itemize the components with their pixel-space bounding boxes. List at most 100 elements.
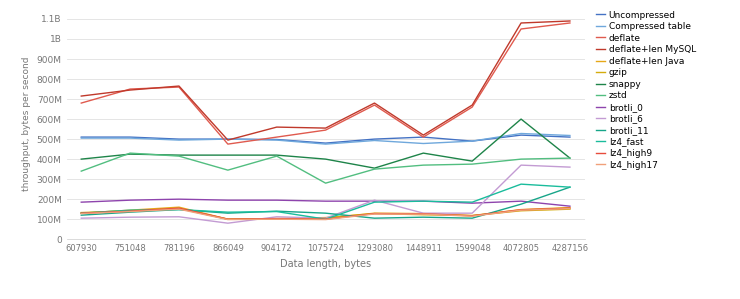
- Uncompressed: [517, 133, 525, 137]
- gzip: [517, 209, 525, 213]
- brotli_11: [419, 215, 428, 219]
- deflate: [126, 87, 135, 91]
- Compressed table: [565, 134, 574, 137]
- brotli_6: [175, 215, 184, 219]
- deflate+len MySQL: [126, 88, 135, 92]
- Line: snappy: snappy: [81, 119, 570, 168]
- brotli_6: [223, 221, 232, 225]
- gzip: [77, 211, 86, 214]
- lz4_fast: [321, 217, 330, 221]
- deflate+len MySQL: [370, 101, 379, 105]
- brotli_0: [223, 198, 232, 202]
- gzip: [223, 217, 232, 221]
- Line: gzip: gzip: [81, 209, 570, 219]
- gzip: [272, 217, 281, 220]
- lz4_high9: [419, 212, 428, 216]
- deflate+len Java: [565, 206, 574, 209]
- brotli_6: [468, 211, 477, 215]
- lz4_fast: [77, 211, 86, 215]
- deflate+len MySQL: [565, 19, 574, 23]
- lz4_high9: [370, 212, 379, 215]
- Compressed table: [419, 142, 428, 145]
- lz4_high9: [77, 211, 86, 215]
- deflate+len MySQL: [175, 84, 184, 88]
- lz4_fast: [419, 199, 428, 203]
- deflate+len Java: [517, 208, 525, 211]
- brotli_6: [272, 215, 281, 219]
- brotli_0: [77, 200, 86, 204]
- brotli_11: [126, 210, 135, 214]
- lz4_high9: [517, 208, 525, 212]
- gzip: [419, 213, 428, 216]
- Compressed table: [272, 138, 281, 142]
- lz4_high9: [468, 214, 477, 218]
- deflate+len Java: [370, 211, 379, 215]
- Legend: Uncompressed, Compressed table, deflate, deflate+len MySQL, deflate+len Java, gz: Uncompressed, Compressed table, deflate,…: [594, 9, 698, 171]
- Compressed table: [321, 142, 330, 146]
- lz4_fast: [175, 208, 184, 211]
- Uncompressed: [175, 137, 184, 141]
- deflate: [468, 105, 477, 109]
- X-axis label: Data length, bytes: Data length, bytes: [280, 259, 371, 269]
- lz4_fast: [126, 208, 135, 212]
- deflate: [77, 101, 86, 105]
- deflate+len MySQL: [272, 125, 281, 129]
- Line: brotli_0: brotli_0: [81, 199, 570, 206]
- zstd: [419, 163, 428, 167]
- Compressed table: [223, 137, 232, 141]
- deflate: [565, 21, 574, 25]
- lz4_fast: [272, 210, 281, 213]
- Y-axis label: throughput, bytes per second: throughput, bytes per second: [22, 57, 31, 191]
- zstd: [517, 157, 525, 161]
- deflate+len Java: [321, 216, 330, 220]
- snappy: [419, 151, 428, 155]
- brotli_0: [272, 198, 281, 202]
- lz4_fast: [565, 185, 574, 189]
- Line: Compressed table: Compressed table: [81, 133, 570, 144]
- snappy: [175, 153, 184, 157]
- Compressed table: [517, 132, 525, 135]
- brotli_6: [517, 163, 525, 167]
- Compressed table: [175, 138, 184, 142]
- Compressed table: [77, 136, 86, 140]
- Uncompressed: [565, 135, 574, 139]
- Line: Uncompressed: Uncompressed: [81, 135, 570, 143]
- Uncompressed: [126, 135, 135, 139]
- brotli_6: [77, 216, 86, 220]
- lz4_fast: [517, 182, 525, 186]
- lz4_fast: [370, 200, 379, 204]
- lz4_high9: [126, 209, 135, 213]
- deflate+len MySQL: [321, 126, 330, 130]
- Line: zstd: zstd: [81, 153, 570, 183]
- brotli_6: [321, 216, 330, 220]
- gzip: [126, 209, 135, 213]
- lz4_high9: [321, 217, 330, 221]
- lz4_high9: [272, 217, 281, 220]
- zstd: [272, 154, 281, 158]
- lz4_high17: [370, 212, 379, 216]
- Compressed table: [468, 139, 477, 143]
- Uncompressed: [272, 138, 281, 141]
- brotli_11: [223, 211, 232, 215]
- zstd: [126, 151, 135, 155]
- deflate+len Java: [468, 214, 477, 217]
- lz4_high17: [223, 218, 232, 221]
- brotli_0: [370, 199, 379, 203]
- brotli_6: [419, 211, 428, 215]
- deflate: [223, 142, 232, 146]
- gzip: [321, 216, 330, 219]
- lz4_high17: [565, 207, 574, 210]
- Uncompressed: [77, 135, 86, 139]
- gzip: [370, 212, 379, 215]
- lz4_fast: [223, 210, 232, 214]
- snappy: [370, 166, 379, 170]
- brotli_0: [468, 201, 477, 205]
- lz4_high9: [565, 206, 574, 210]
- zstd: [223, 168, 232, 172]
- snappy: [321, 157, 330, 161]
- snappy: [468, 159, 477, 163]
- lz4_high17: [175, 208, 184, 211]
- deflate: [419, 135, 428, 139]
- brotli_6: [565, 165, 574, 169]
- lz4_high9: [223, 217, 232, 221]
